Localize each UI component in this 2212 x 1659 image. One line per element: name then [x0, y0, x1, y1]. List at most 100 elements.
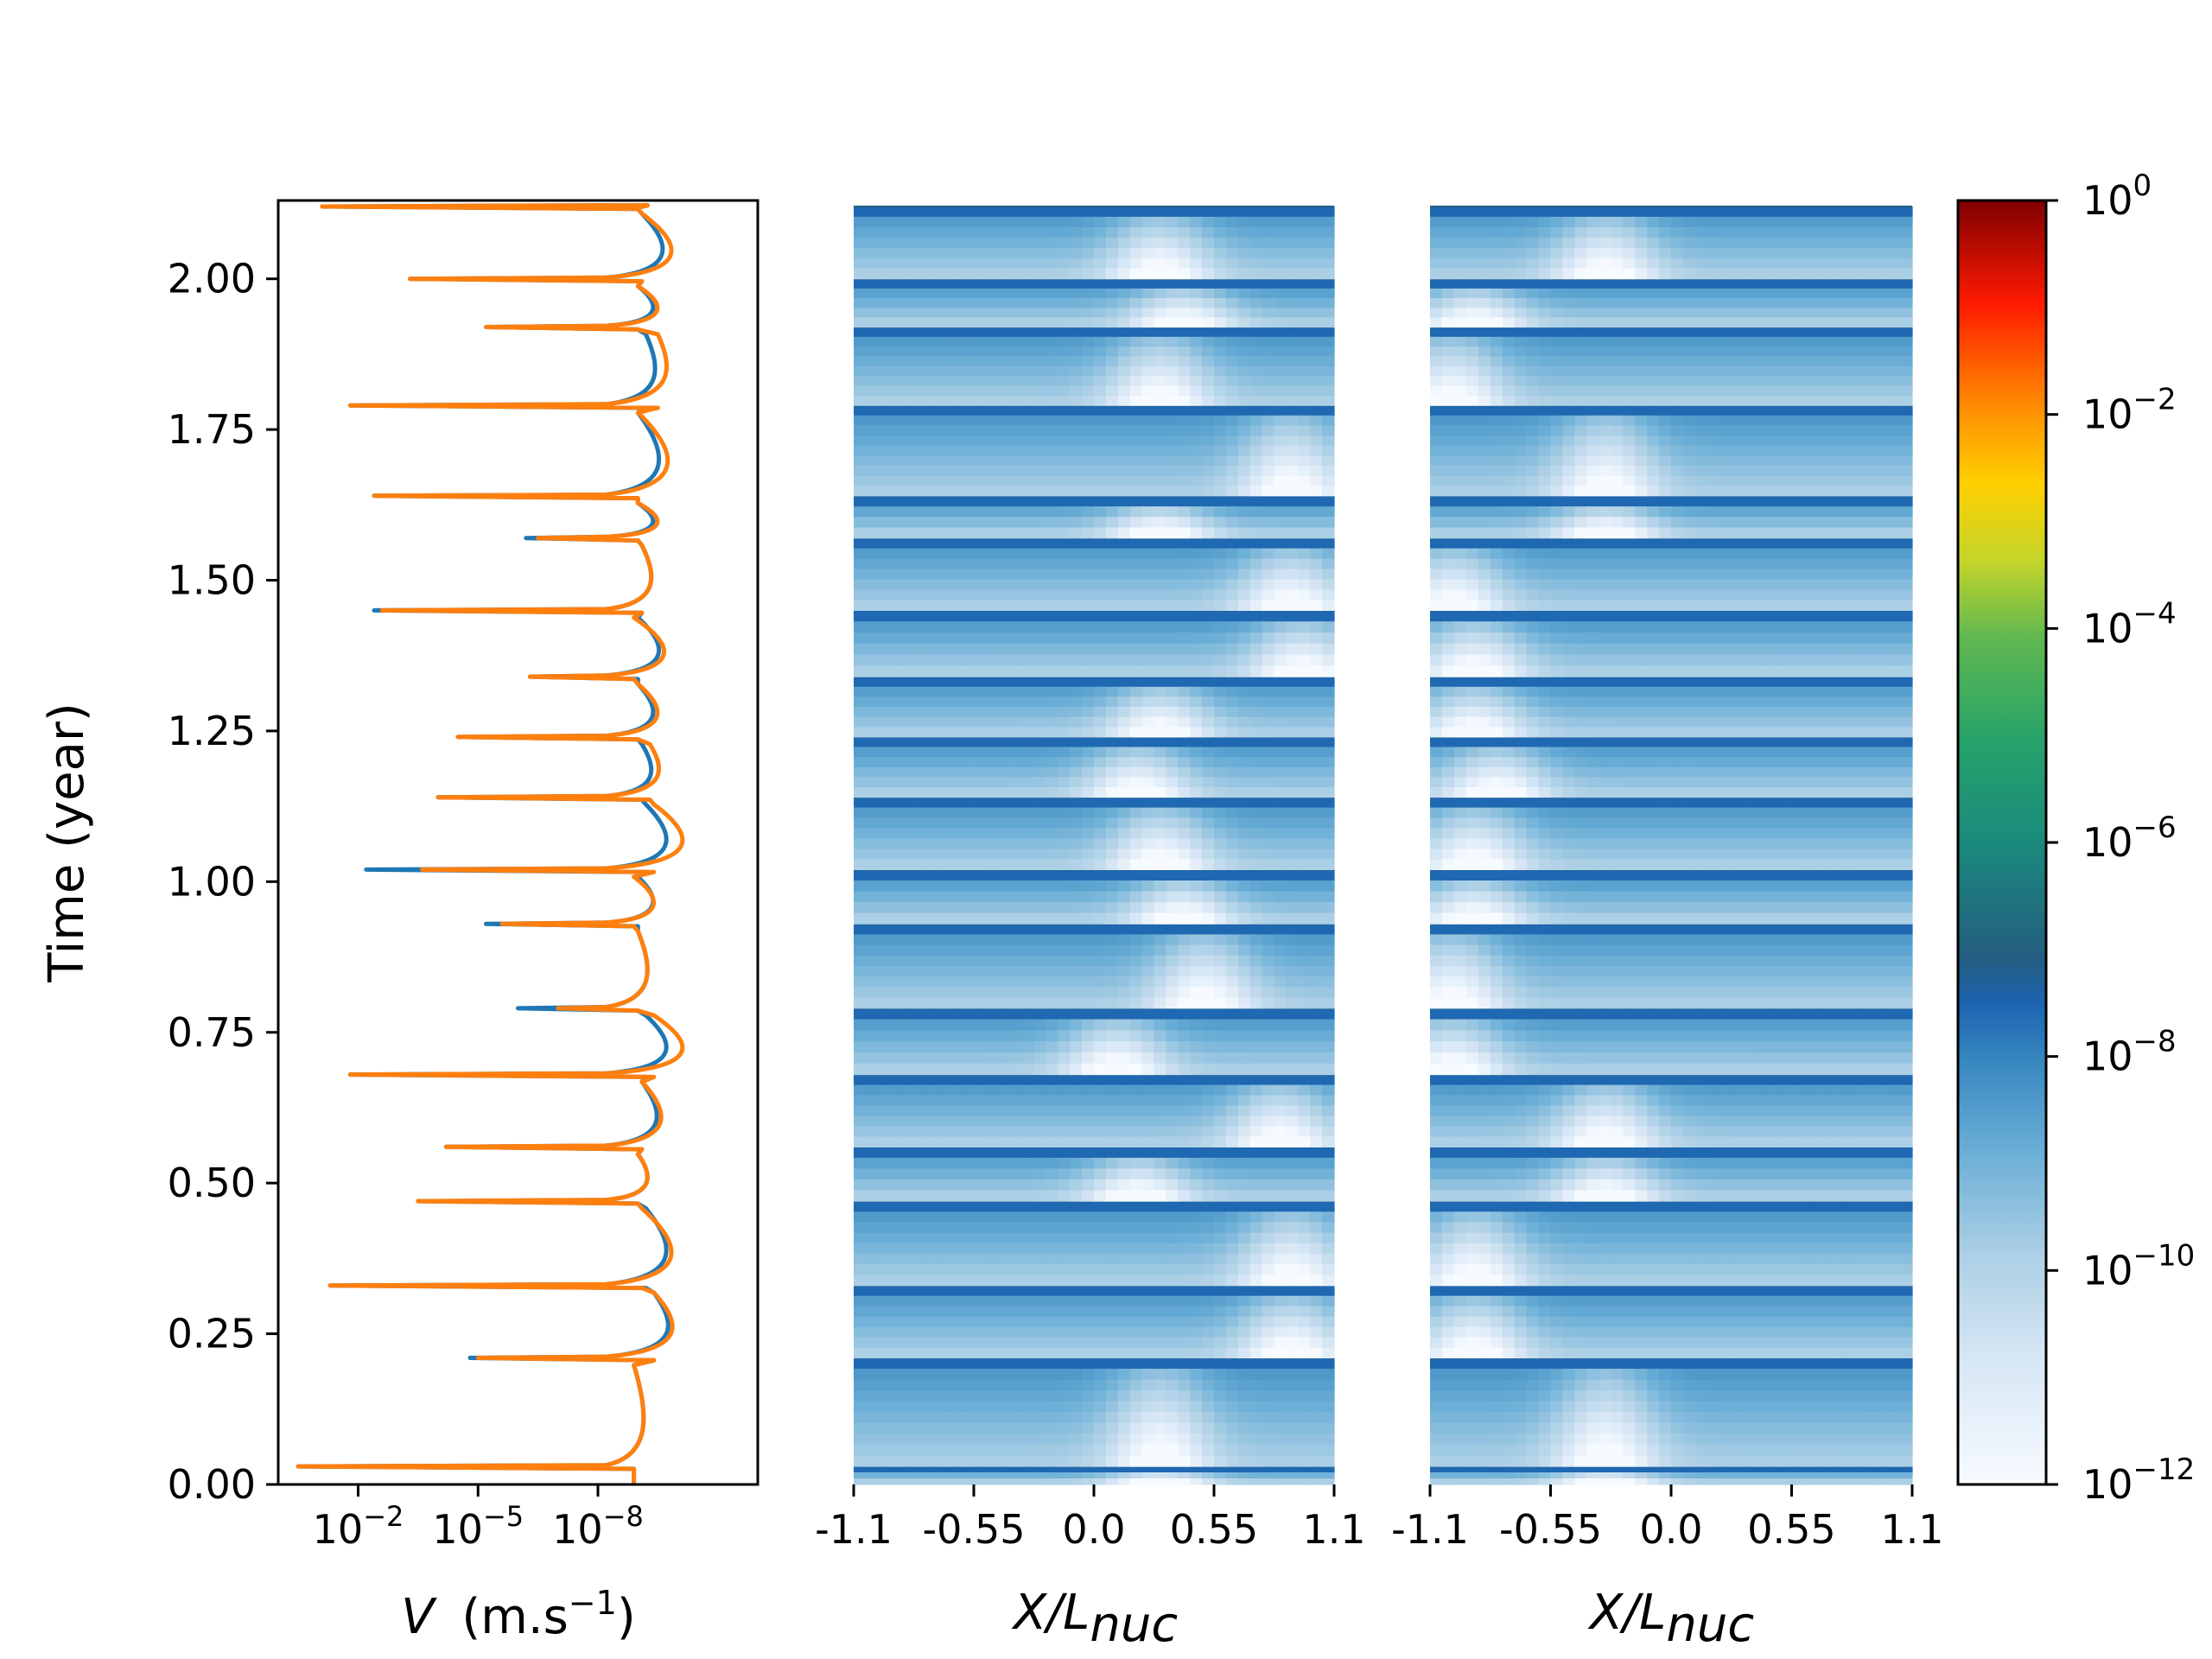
- heatmap-1-cell: [1214, 435, 1227, 447]
- heatmap-1-cell: [1298, 395, 1311, 406]
- heatmap-1-cell: [1298, 336, 1311, 347]
- heatmap-1-cell: [950, 226, 963, 238]
- heatmap-1-cell: [1214, 346, 1227, 358]
- heatmap-1-cell: [1237, 589, 1251, 601]
- heatmap-1-cell: [1058, 902, 1071, 914]
- heatmap-1-cell: [877, 696, 891, 708]
- heatmap-1-cell: [1129, 475, 1143, 486]
- heatmap-1-cell: [1154, 1422, 1166, 1434]
- heatmap-1-cell: [1262, 849, 1275, 861]
- heatmap-1-cell: [1274, 495, 1287, 507]
- heatmap-1-cell: [901, 1326, 915, 1338]
- heatmap-1-cell: [1046, 1379, 1058, 1391]
- heatmap-1-cell: [865, 787, 879, 798]
- heatmap-1-cell: [974, 1422, 987, 1434]
- heatmap-1-cell: [1117, 966, 1131, 977]
- heatmap-1-cell: [962, 1472, 975, 1479]
- heatmap-1-cell: [1033, 828, 1046, 840]
- heatmap-1-cell: [950, 757, 963, 768]
- heatmap-1-cell: [1021, 1232, 1035, 1244]
- heatmap-1-cell: [1058, 632, 1071, 645]
- heatmap-1-cell: [1190, 1126, 1203, 1137]
- heatmap-1-cell: [854, 1295, 867, 1307]
- heatmap-1-cell: [962, 1201, 975, 1212]
- heatmap-1-cell: [1262, 621, 1275, 633]
- heatmap-1-cell: [1262, 1326, 1275, 1338]
- heatmap-1-cell: [1141, 1295, 1155, 1307]
- heatmap-1-cell: [1225, 643, 1239, 656]
- heatmap-1-cell: [1166, 1116, 1179, 1127]
- heatmap-1-cell: [1082, 817, 1095, 830]
- heatmap-1-cell: [1070, 346, 1083, 358]
- heatmap-1-cell: [1225, 1179, 1239, 1192]
- heatmap-1-cell: [1166, 1030, 1179, 1042]
- heatmap-1-cell: [1190, 569, 1203, 581]
- heatmap-1-cell: [1009, 1007, 1023, 1020]
- heatmap-1-cell: [901, 797, 915, 809]
- heatmap-1-cell: [901, 1285, 915, 1297]
- heatmap-1-cell: [1225, 237, 1239, 249]
- heatmap-1-cell: [1178, 336, 1191, 347]
- heatmap-1-cell: [925, 288, 938, 299]
- heatmap-1-cell: [1190, 327, 1203, 338]
- heatmap-1-cell: [889, 1390, 903, 1402]
- heatmap-1-cell: [1322, 506, 1335, 518]
- heatmap-1-cell: [1094, 317, 1107, 328]
- heatmap-1-cell: [1274, 425, 1287, 436]
- heatmap-1-cell: [1082, 1095, 1095, 1107]
- heatmap-1-cell: [1154, 643, 1166, 656]
- heatmap-1-cell: [877, 385, 891, 397]
- heatmap-1-cell: [1322, 1466, 1335, 1473]
- heatmap-1-cell: [1094, 912, 1107, 925]
- heatmap-1-cell: [1262, 237, 1275, 249]
- heatmap-1-cell: [1262, 569, 1275, 581]
- heatmap-1-cell: [1202, 1157, 1215, 1170]
- heatmap-1-cell: [1105, 385, 1119, 397]
- heatmap-1-cell: [1202, 716, 1215, 728]
- heatmap-1-cell: [1310, 1063, 1323, 1076]
- heatmap-1-cell: [1154, 1285, 1166, 1297]
- heatmap-1-cell: [1070, 787, 1083, 798]
- heatmap-1-cell: [913, 216, 926, 228]
- heatmap-1-cell: [1033, 548, 1046, 560]
- heatmap-1-cell: [950, 466, 963, 477]
- heatmap-1-cell: [1154, 1074, 1166, 1086]
- heatmap-1-cell: [1094, 828, 1107, 840]
- heatmap-1-cell: [1298, 506, 1311, 518]
- heatmap-1-cell: [1033, 1147, 1046, 1159]
- heatmap-1-cell: [962, 336, 975, 347]
- heatmap-1-cell: [1322, 336, 1335, 347]
- heatmap-1-cell: [1033, 346, 1046, 358]
- heatmap-1-cell: [1154, 579, 1166, 591]
- heatmap-1-cell: [1202, 495, 1215, 507]
- heatmap-1-cell: [1286, 455, 1299, 467]
- heatmap-1-cell: [1214, 1337, 1227, 1349]
- heatmap-1-cell: [1286, 385, 1299, 397]
- heatmap-1-cell: [1094, 777, 1107, 788]
- heatmap-1-cell: [1082, 1201, 1095, 1212]
- heatmap-1-cell: [1141, 1052, 1155, 1065]
- heatmap-1-cell: [1178, 600, 1191, 611]
- heatmap-1-cell: [1046, 278, 1058, 289]
- heatmap-1-cell: [1249, 665, 1263, 677]
- heatmap-1-cell: [1286, 777, 1299, 788]
- heatmap-1-cell: [950, 405, 963, 416]
- heatmap-1-cell: [1190, 610, 1203, 622]
- heatmap-1-cell: [1262, 415, 1275, 426]
- heatmap-1-cell: [913, 517, 926, 529]
- heatmap-1-cell: [1129, 1222, 1143, 1234]
- heatmap-1-cell: [974, 1254, 987, 1265]
- heatmap-1-cell: [1129, 944, 1143, 957]
- heatmap-1-cell: [1310, 1074, 1323, 1086]
- heatmap-1-cell: [1178, 1095, 1191, 1107]
- heatmap-1-cell: [1322, 1274, 1335, 1287]
- heatmap-1-cell: [1310, 405, 1323, 416]
- heatmap-1-cell: [985, 1401, 999, 1413]
- heatmap-1-cell: [1190, 517, 1203, 529]
- heatmap-1-cell: [1105, 495, 1119, 507]
- heatmap-1-cell: [1274, 527, 1287, 539]
- heatmap-1-cell: [854, 1232, 867, 1244]
- heatmap-1-cell: [865, 707, 879, 718]
- heatmap-1-cell: [962, 849, 975, 861]
- heatmap-1-cell: [1322, 455, 1335, 467]
